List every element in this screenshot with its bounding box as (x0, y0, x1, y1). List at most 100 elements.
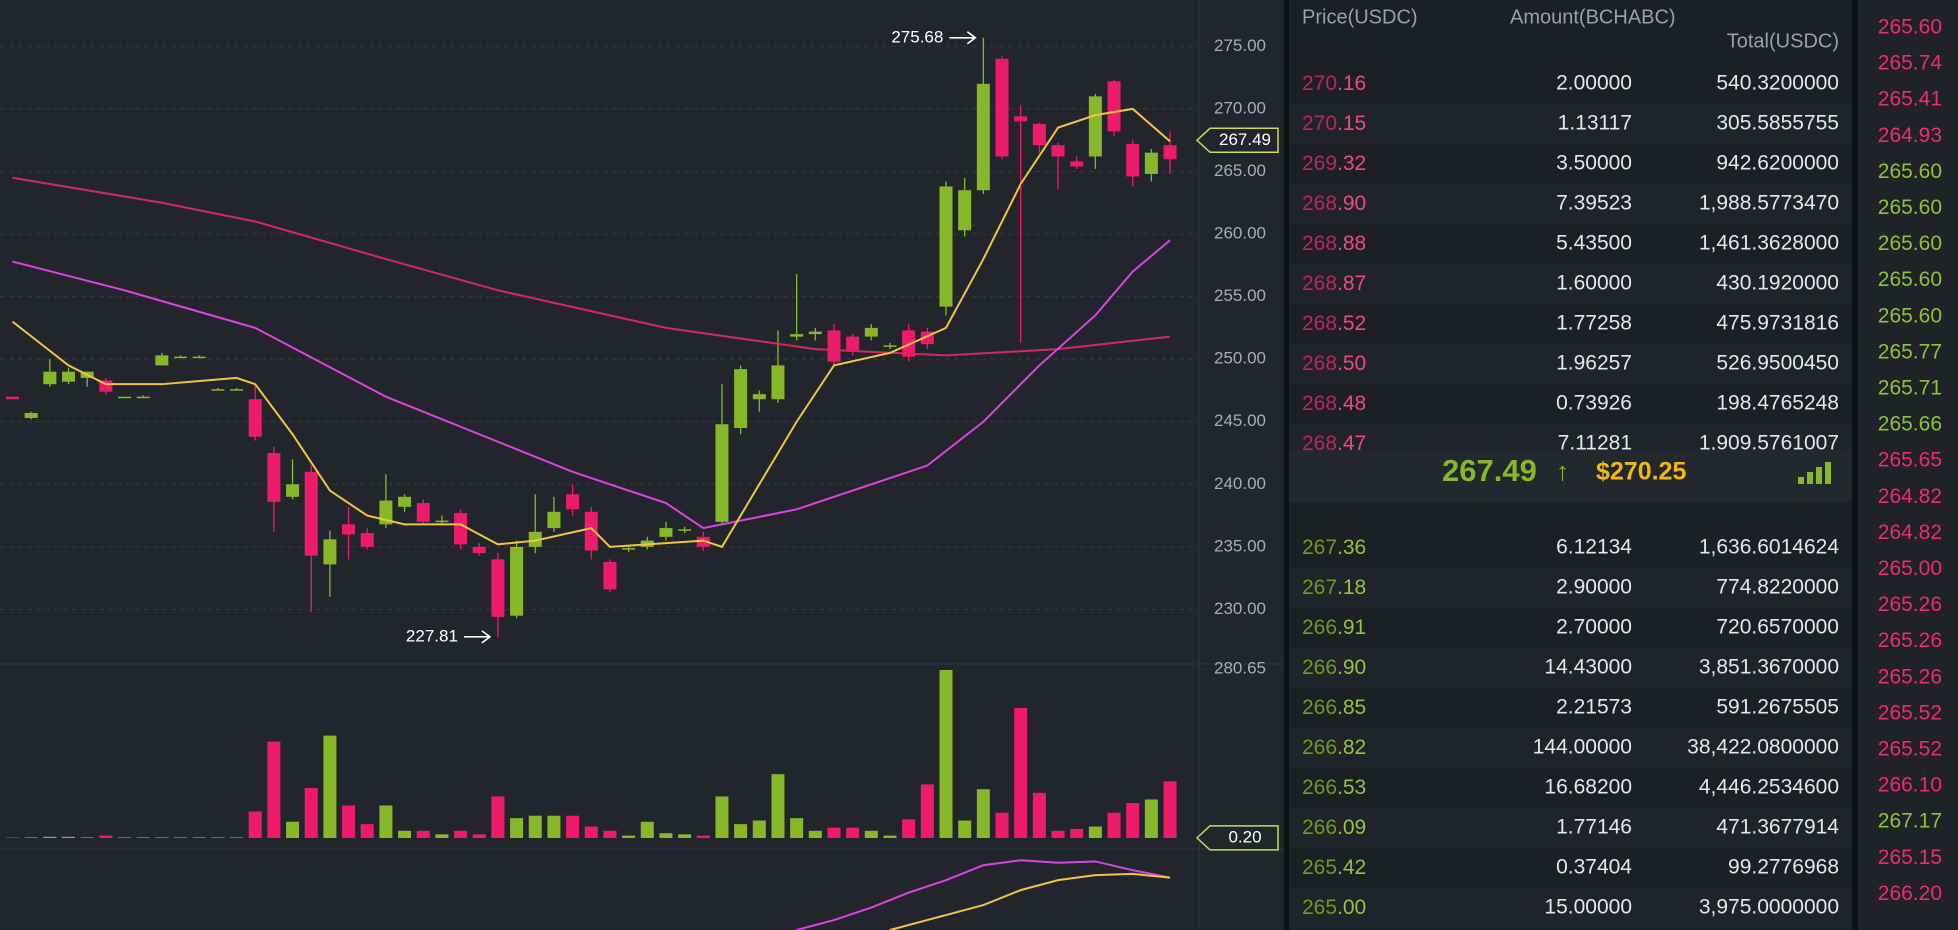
price: 269.32 (1302, 152, 1366, 175)
volume-bar (6, 837, 19, 838)
amount: 1.77258 (1556, 312, 1632, 335)
amount: 5.43500 (1556, 232, 1632, 255)
amount: 2.90000 (1556, 576, 1632, 599)
candle-body (491, 559, 505, 617)
candle-body (230, 389, 244, 391)
trade-price: 266.20 (1878, 882, 1942, 905)
volume-bar (80, 837, 94, 838)
annotation-arrow (949, 31, 977, 45)
candle-body (1163, 145, 1177, 159)
candle-body (808, 331, 822, 335)
volume-bar (230, 837, 244, 838)
total: 774.8220000 (1716, 576, 1839, 599)
volume-bar (342, 805, 356, 838)
candle-body (1107, 81, 1121, 132)
price: 268.90 (1302, 192, 1366, 215)
trade-price: 265.26 (1878, 629, 1942, 652)
candle-body (771, 365, 785, 400)
candle-body (528, 531, 542, 547)
candle-body (603, 561, 617, 590)
volume-bar (790, 818, 804, 838)
candle-body (1032, 123, 1046, 146)
volume-bar (304, 788, 318, 838)
volume-bar (211, 837, 225, 838)
total: 526.9500450 (1716, 352, 1839, 375)
total: 720.6570000 (1716, 616, 1839, 639)
y-tick-label: 260.00 (1214, 223, 1266, 242)
total: 591.2675505 (1716, 696, 1839, 719)
candle-body (1014, 116, 1028, 122)
row-shade (1289, 648, 1852, 688)
candle-body (547, 511, 561, 529)
volume-bar (1014, 707, 1028, 838)
candle-body (1126, 143, 1140, 177)
volume-bar (1088, 826, 1102, 838)
volume-bar (734, 824, 748, 838)
candle-body (715, 424, 729, 522)
volume-bar (976, 789, 990, 838)
indicator-line (889, 872, 1171, 930)
price: 265.42 (1302, 856, 1366, 879)
price: 268.48 (1302, 392, 1366, 415)
candle-body (62, 371, 76, 382)
volume-bar (846, 827, 860, 838)
last-price-label: 267.49 (1219, 130, 1271, 149)
volume-bar (192, 837, 206, 838)
candle-body (976, 83, 990, 191)
signal-icon (1816, 467, 1822, 484)
y-tick-label: 275.00 (1214, 36, 1266, 55)
volume-bar (827, 827, 841, 838)
header-price: Price(USDC) (1302, 6, 1418, 28)
trade-price: 265.00 (1878, 557, 1942, 580)
row-shade (1289, 344, 1852, 384)
amount: 0.73926 (1556, 392, 1632, 415)
candle-body (416, 503, 430, 522)
indicator-line (796, 859, 1171, 930)
volume-bar (454, 830, 468, 838)
volume-bar (659, 833, 673, 838)
candle-body (342, 524, 356, 535)
volume-bar (510, 818, 524, 838)
row-shade (1289, 264, 1852, 304)
trade-price: 265.65 (1878, 449, 1942, 472)
amount: 14.43000 (1544, 656, 1632, 679)
y-tick-label: 240.00 (1214, 474, 1266, 493)
ticker-band (1289, 450, 1852, 502)
annotation-arrow (463, 630, 492, 644)
annotation-label: 227.81 (406, 626, 458, 645)
amount: 16.68200 (1544, 776, 1632, 799)
trade-price: 265.71 (1878, 377, 1942, 400)
price: 268.50 (1302, 352, 1366, 375)
volume-bar (1163, 781, 1177, 838)
index-price: $270.25 (1596, 458, 1686, 486)
volume-bar (1032, 792, 1046, 838)
candle-body (118, 396, 132, 399)
volume-bar (155, 837, 169, 838)
y-tick-label: 270.00 (1214, 98, 1266, 117)
total: 1,988.5773470 (1699, 192, 1839, 215)
trade-price: 265.52 (1878, 701, 1942, 724)
amount: 1.13117 (1558, 112, 1632, 135)
candle-body (24, 412, 38, 418)
candle-body (790, 334, 804, 337)
amount: 15.00000 (1544, 896, 1632, 919)
candle-body (304, 471, 318, 556)
amount: 2.70000 (1556, 616, 1632, 639)
candle-body (864, 327, 878, 337)
ticker-gap (1289, 502, 1852, 526)
volume-bar (528, 815, 542, 838)
candle-body (584, 511, 598, 551)
price: 268.88 (1302, 232, 1366, 255)
candle-body (883, 345, 897, 347)
price: 267.36 (1302, 536, 1366, 559)
candle-body (323, 539, 337, 565)
y-tick-label: 230.00 (1214, 599, 1266, 618)
candle-body (435, 520, 449, 523)
y-tick-label: 245.00 (1214, 411, 1266, 430)
total: 471.3677914 (1716, 816, 1839, 839)
volume-bar (323, 735, 337, 838)
divider (1852, 0, 1858, 930)
volume-bar (939, 669, 953, 838)
signal-icon (1798, 477, 1804, 484)
amount: 2.21573 (1556, 696, 1632, 719)
